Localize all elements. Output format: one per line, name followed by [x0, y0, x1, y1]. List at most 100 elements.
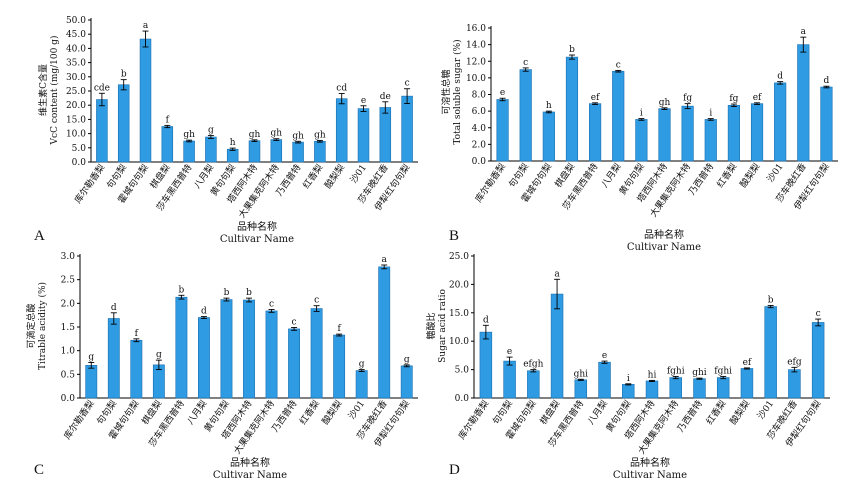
y-axis-label-cn: 糖酸比: [425, 312, 437, 339]
bar: [693, 378, 706, 399]
y-tick-label: 15.0: [66, 115, 86, 125]
category-label: 句句梨: [490, 398, 515, 427]
bar: [550, 293, 564, 399]
bar: [811, 322, 825, 399]
bar: [645, 380, 659, 399]
bar: [681, 105, 694, 162]
bar: [658, 108, 671, 162]
bar: [198, 317, 210, 399]
y-axis-label: 维生素C含量VcC content (mg/100 g): [37, 36, 60, 146]
significance-label: a: [143, 21, 149, 31]
category-label: 红香梨: [714, 161, 739, 190]
significance-label: gh: [314, 130, 326, 140]
bar: [139, 38, 152, 163]
category-label: 红香梨: [300, 162, 325, 191]
bar: [704, 119, 717, 162]
significance-label: d: [201, 307, 207, 317]
significance-label: fg: [683, 94, 692, 104]
significance-label: h: [230, 138, 236, 148]
significance-label: c: [816, 309, 821, 319]
category-label: 酸梨梨: [319, 398, 344, 427]
category-label: 句句梨: [94, 398, 119, 427]
chart-panel-a: 0.0 5.0 10.0 15.0 20.0 25.0 30.0 35.0 40.0 45.0 50…: [34, 16, 418, 245]
category-label: 八月梨: [598, 161, 623, 190]
x-axis-label-cn: 品种名称: [630, 456, 670, 469]
significance-label: h: [546, 101, 552, 111]
bar: [161, 126, 174, 163]
significance-label: hi: [648, 370, 657, 380]
significance-label: efg: [787, 357, 802, 367]
bar: [117, 84, 130, 163]
y-tick-label: 25.0: [66, 87, 86, 97]
bar: [333, 334, 346, 399]
bar: [175, 296, 188, 399]
y-tick-label: 0.0: [61, 394, 76, 404]
y-tick-label: 6.0: [472, 107, 487, 117]
bar: [357, 108, 370, 163]
category-label: 大果集克阿木特: [635, 398, 681, 457]
significance-label: fghi: [667, 366, 685, 376]
significance-label: d: [111, 303, 117, 313]
significance-label: gh: [249, 130, 261, 140]
category-label: 库尔勒香梨: [72, 162, 108, 206]
y-axis-label-cn: 维生素C含量: [37, 64, 49, 116]
bar: [401, 95, 413, 163]
y-tick-label: 3.0: [61, 252, 76, 262]
significance-label: d: [824, 76, 830, 86]
y-tick-label: 1.5: [61, 323, 76, 333]
significance-label: i: [640, 109, 643, 119]
significance-label: b: [569, 45, 575, 55]
y-axis-label: 可溶性总糖Total soluble sugar (%): [440, 39, 463, 144]
bar: [205, 136, 217, 163]
y-tick-label: 20.0: [66, 101, 86, 111]
bar: [243, 299, 255, 399]
significance-label: c: [292, 317, 297, 327]
category-label: 库尔勒香梨: [472, 161, 508, 205]
y-tick-label: 35.0: [66, 59, 86, 69]
category-label: 沙01: [765, 161, 786, 184]
significance-label: f: [166, 115, 170, 125]
bar: [519, 69, 532, 162]
significance-label: g: [156, 350, 162, 360]
significance-label: fghi: [714, 366, 732, 376]
panel-letter: C: [34, 462, 44, 478]
significance-label: a: [382, 255, 388, 265]
significance-label: c: [523, 58, 528, 68]
y-tick-label: 0.0: [455, 394, 470, 404]
bar: [503, 360, 516, 399]
significance-label: b: [768, 295, 774, 305]
x-axis-label-cn: 品种名称: [230, 456, 270, 469]
y-axis-label-cn: 可滴定总酸: [25, 303, 37, 348]
panel-letter: B: [449, 228, 459, 244]
significance-label: c: [616, 60, 621, 70]
y-tick-label: 2.0: [472, 140, 487, 150]
significance-label: g: [88, 353, 94, 363]
significance-label: g: [359, 360, 365, 370]
bar: [479, 331, 493, 399]
bar: [288, 328, 300, 399]
y-tick-label: 8.0: [472, 91, 487, 101]
category-label: 酸梨梨: [322, 162, 347, 191]
significance-label: fg: [729, 94, 738, 104]
significance-label: efgh: [523, 360, 543, 370]
category-label: 库尔勒香梨: [456, 398, 492, 442]
y-tick-label: 0.0: [72, 158, 87, 168]
bar: [248, 140, 261, 163]
y-tick-label: 25.0: [449, 252, 469, 262]
bar: [314, 140, 326, 163]
significance-label: c: [269, 299, 274, 309]
x-axis-label-en: Cultivar Name: [627, 242, 701, 253]
bar: [750, 103, 764, 162]
bar: [727, 105, 740, 162]
panel-letter: A: [34, 228, 45, 244]
bar: [265, 310, 278, 399]
bar: [183, 140, 195, 163]
significance-label: c: [314, 296, 319, 306]
y-tick-label: 15.0: [449, 309, 469, 319]
y-tick-label: 1.0: [61, 347, 76, 357]
bar: [335, 98, 348, 163]
y-axis-label-en: Sugar acid ratio: [438, 289, 448, 363]
significance-label: gh: [292, 131, 304, 141]
y-tick-label: 14.0: [466, 41, 486, 51]
